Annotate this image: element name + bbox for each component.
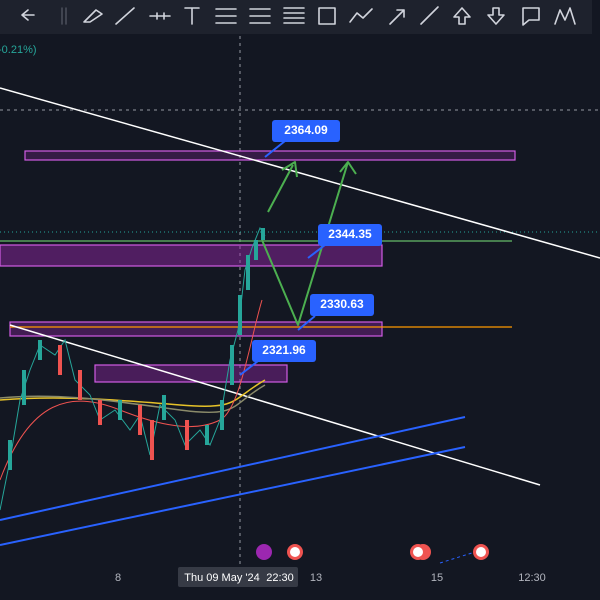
price-label-box	[272, 120, 340, 142]
change-text: -0.21%)	[0, 44, 37, 56]
time-label: 13	[310, 572, 322, 584]
arrow-head	[281, 161, 298, 178]
toolbar-icons	[21, 6, 576, 26]
channel-line	[0, 416, 466, 521]
arrow-tool[interactable]	[389, 9, 405, 25]
ray-tool[interactable]	[420, 6, 439, 25]
price-label-box	[252, 340, 316, 362]
event-icon-inner	[290, 547, 300, 557]
drag-handle	[61, 7, 67, 25]
event-icon-inner	[476, 547, 486, 557]
projection-path	[267, 164, 294, 213]
candles	[0, 226, 266, 511]
candle	[162, 395, 166, 420]
price-label-box	[318, 224, 382, 246]
projection-path	[261, 161, 349, 326]
gann-tool[interactable]	[283, 7, 305, 24]
undo-button[interactable]	[21, 9, 35, 21]
price-label: 2344.35	[328, 227, 372, 241]
candle	[78, 370, 82, 400]
time-axis	[0, 566, 600, 600]
arrow-head	[339, 161, 357, 175]
rectangle-tool[interactable]	[318, 7, 336, 25]
candle	[38, 340, 42, 360]
callout-tool[interactable]	[522, 7, 540, 26]
crosshair-time: 22:30	[266, 572, 294, 584]
arrow-up-tool[interactable]	[453, 7, 471, 25]
label-pointer	[297, 315, 316, 331]
candle	[238, 295, 242, 335]
trend-line	[0, 87, 600, 259]
price-label-box	[310, 294, 374, 316]
horizontal-line-tool[interactable]	[149, 12, 171, 20]
candle	[254, 240, 258, 260]
candle	[98, 400, 102, 425]
crosshair-date: Thu 09 May '24	[184, 572, 259, 584]
brush-tool[interactable]	[83, 9, 103, 23]
candle	[261, 228, 265, 240]
zone	[24, 150, 516, 161]
line-tool[interactable]	[115, 7, 135, 25]
moving-average	[0, 384, 266, 414]
price-label: 2330.63	[320, 297, 364, 311]
event-icon[interactable]	[256, 544, 272, 560]
zone	[94, 364, 288, 383]
levels-tool[interactable]	[249, 8, 271, 24]
zone	[0, 244, 383, 267]
time-label: 8	[115, 572, 121, 584]
arrow-down-tool[interactable]	[487, 7, 505, 25]
event-link	[439, 551, 476, 564]
channel-line	[0, 446, 466, 546]
price-label: 2321.96	[262, 343, 306, 357]
candle	[230, 345, 234, 385]
zone	[9, 321, 383, 337]
trend-line	[9, 324, 541, 486]
label-pointer	[264, 140, 286, 158]
candle	[185, 420, 189, 450]
candle	[58, 345, 62, 375]
candle	[118, 400, 122, 420]
label-pointer	[239, 360, 259, 376]
candle	[205, 425, 209, 445]
pattern-tool[interactable]	[554, 7, 576, 25]
projection	[261, 161, 357, 326]
moving-average	[0, 379, 266, 408]
candle	[8, 440, 12, 470]
candle	[246, 255, 250, 290]
label-pointer	[307, 244, 326, 259]
crosshair-time-box	[178, 567, 298, 587]
text-tool[interactable]	[184, 7, 200, 25]
candle	[138, 405, 142, 435]
fib-tool[interactable]	[215, 8, 237, 24]
price-label: 2364.09	[284, 123, 328, 137]
time-label: 12:30	[518, 572, 546, 584]
price-wick	[0, 226, 266, 511]
time-label: 15	[431, 572, 443, 584]
candle	[150, 420, 154, 460]
path-tool[interactable]	[349, 8, 373, 23]
candle	[22, 370, 26, 405]
candle	[220, 400, 224, 430]
event-icon-inner	[413, 547, 423, 557]
